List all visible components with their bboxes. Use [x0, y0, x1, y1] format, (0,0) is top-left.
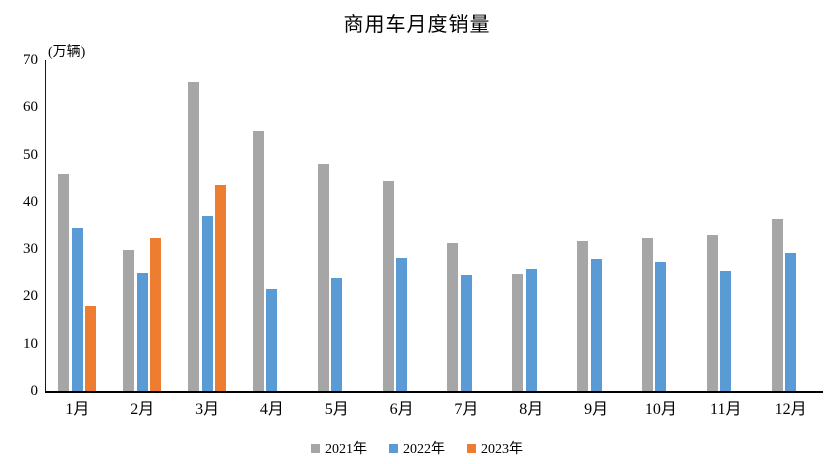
bar-2021年-12月	[772, 219, 783, 391]
bar-2021年-10月	[642, 238, 653, 391]
bar-2022年-12月	[785, 253, 796, 391]
bar-2022年-9月	[591, 259, 602, 391]
bar-2022年-7月	[461, 275, 472, 391]
y-axis-tick-label: 70	[23, 52, 38, 68]
x-axis-label-3月: 3月	[195, 401, 220, 418]
x-axis-label-1月: 1月	[65, 401, 90, 418]
x-axis-label-2月: 2月	[130, 401, 155, 418]
bar-2021年-9月	[577, 241, 588, 391]
bar-2021年-8月	[512, 274, 523, 391]
bar-2021年-11月	[707, 235, 718, 391]
legend-entry-2021年: 2021年	[311, 438, 367, 458]
bar-2022年-6月	[396, 258, 407, 391]
bar-2021年-5月	[318, 164, 329, 391]
chart-title: 商用车月度销量	[343, 14, 491, 36]
bar-2022年-2月	[137, 273, 148, 391]
x-axis-label-4月: 4月	[259, 401, 284, 418]
bar-2021年-7月	[447, 243, 458, 391]
x-axis-label-10月: 10月	[644, 401, 677, 418]
y-axis-unit-label: (万辆)	[48, 45, 86, 60]
legend-label: 2021年	[325, 442, 367, 457]
bar-2022年-4月	[266, 289, 277, 391]
legend-label: 2023年	[481, 442, 523, 457]
legend-marker-icon	[311, 443, 320, 453]
bar-2022年-11月	[720, 271, 731, 391]
bar-2023年-3月	[215, 185, 226, 391]
bar-2022年-8月	[526, 269, 537, 391]
legend: 2021年 2022年 2023年	[0, 438, 834, 458]
bar-2021年-6月	[383, 181, 394, 391]
bar-2023年-2月	[150, 238, 161, 391]
bar-2021年-2月	[123, 250, 134, 391]
x-axis-line	[45, 391, 823, 393]
bar-2022年-1月	[72, 228, 83, 391]
y-axis-tick-label: 0	[30, 383, 39, 399]
bar-2022年-10月	[655, 262, 666, 391]
legend-marker-icon	[389, 443, 398, 453]
x-axis-label-11月: 11月	[710, 401, 742, 418]
bar-2021年-3月	[188, 82, 199, 391]
bar-2022年-5月	[331, 278, 342, 391]
y-axis-line	[45, 60, 46, 392]
bar-2021年-1月	[58, 174, 69, 391]
y-axis-tick-label: 40	[23, 193, 38, 210]
legend-entry-2022年: 2022年	[389, 438, 445, 458]
legend-marker-icon	[467, 443, 476, 453]
bar-2021年-4月	[253, 131, 264, 391]
x-axis-label-5月: 5月	[324, 401, 349, 418]
legend-label: 2022年	[403, 442, 445, 457]
x-axis-label-12月: 12月	[774, 401, 807, 418]
x-axis-label-7月: 7月	[454, 401, 479, 418]
y-axis-tick-label: 20	[23, 288, 38, 305]
y-axis-tick-label: 10	[23, 335, 38, 352]
x-axis-label-9月: 9月	[584, 401, 609, 418]
y-axis-tick-label: 50	[23, 146, 38, 163]
legend-entry-2023年: 2023年	[467, 438, 523, 458]
x-axis-label-8月: 8月	[519, 401, 544, 418]
y-axis-tick-label: 30	[23, 241, 38, 258]
x-axis-label-6月: 6月	[389, 401, 414, 418]
bar-2023年-1月	[85, 306, 96, 391]
y-axis-tick-label: 60	[23, 99, 38, 116]
bar-2022年-3月	[202, 216, 213, 391]
